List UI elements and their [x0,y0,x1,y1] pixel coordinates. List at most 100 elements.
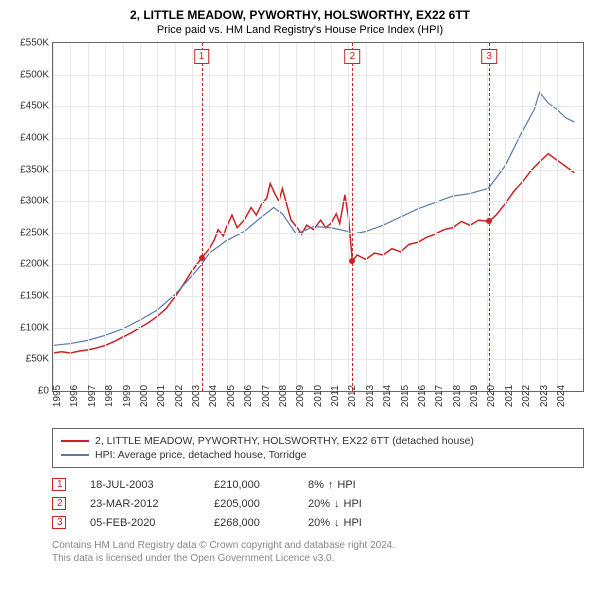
gridline-horizontal [53,328,583,329]
event-date: 18-JUL-2003 [90,479,190,491]
x-axis-label: 2022 [521,385,532,407]
event-table: 118-JUL-2003£210,0008%HPI223-MAR-2012£20… [52,478,584,529]
event-marker-label: 2 [345,49,361,64]
x-axis-label: 2019 [469,385,480,407]
legend-swatch [61,440,89,442]
legend: 2, LITTLE MEADOW, PYWORTHY, HOLSWORTHY, … [52,428,584,468]
x-axis-label: 2008 [278,385,289,407]
gridline-horizontal [53,170,583,171]
gridline-vertical [418,43,419,391]
x-axis-label: 2006 [243,385,254,407]
event-marker-dot [349,258,355,264]
gridline-horizontal [53,138,583,139]
x-axis-label: 2020 [486,385,497,407]
gridline-horizontal [53,296,583,297]
x-axis-label: 2000 [139,385,150,407]
gridline-vertical [262,43,263,391]
x-axis-label: 2005 [226,385,237,407]
legend-item: HPI: Average price, detached house, Torr… [61,449,575,461]
event-delta-pct: 20% [308,498,330,510]
gridline-horizontal [53,359,583,360]
gridline-vertical [88,43,89,391]
gridline-vertical [140,43,141,391]
gridline-horizontal [53,201,583,202]
arrow-down-icon [334,498,340,510]
gridline-vertical [348,43,349,391]
gridline-vertical [557,43,558,391]
chart-subtitle: Price paid vs. HM Land Registry's House … [12,24,588,36]
x-axis-label: 2021 [504,385,515,407]
x-axis-label: 2023 [539,385,550,407]
x-axis-label: 1995 [52,385,63,407]
root: 2, LITTLE MEADOW, PYWORTHY, HOLSWORTHY, … [0,0,600,569]
gridline-vertical [435,43,436,391]
event-delta-suffix: HPI [344,498,362,510]
arrow-up-icon [328,479,334,491]
gridline-horizontal [53,75,583,76]
chart-area: £0£50K£100K£150K£200K£250K£300K£350K£400… [52,42,584,392]
x-axis-label: 2009 [295,385,306,407]
event-date: 23-MAR-2012 [90,498,190,510]
gridline-vertical [314,43,315,391]
x-axis-label: 2014 [382,385,393,407]
event-row: 223-MAR-2012£205,00020%HPI [52,497,584,510]
x-axis-label: 1996 [69,385,80,407]
gridline-vertical [279,43,280,391]
event-marker-line [202,43,203,391]
event-row: 118-JUL-2003£210,0008%HPI [52,478,584,491]
x-axis-label: 2001 [156,385,167,407]
gridline-vertical [157,43,158,391]
gridline-vertical [227,43,228,391]
event-row: 3 05-FEB-2020 £268,000 20%HPI [52,516,584,529]
footer-attribution: Contains HM Land Registry data © Crown c… [52,539,584,565]
event-date: 05-FEB-2020 [90,517,190,529]
y-axis-label: £50K [26,354,49,365]
legend-label: HPI: Average price, detached house, Torr… [95,449,307,461]
event-marker-dot [486,218,492,224]
event-delta-pct: 8% [308,479,324,491]
event-price: £205,000 [214,498,284,510]
gridline-vertical [540,43,541,391]
gridline-vertical [401,43,402,391]
event-delta: 20%HPI [308,517,362,529]
event-price: £268,000 [214,517,284,529]
gridline-vertical [366,43,367,391]
x-axis-label: 2004 [208,385,219,407]
x-axis-label: 2015 [400,385,411,407]
event-delta-pct: 20% [308,517,330,529]
y-axis-label: £300K [20,196,49,207]
gridline-vertical [123,43,124,391]
event-index: 3 [52,516,66,529]
x-axis-label: 1998 [104,385,115,407]
x-axis-label: 1997 [87,385,98,407]
x-axis-label: 2017 [434,385,445,407]
x-axis-label: 2013 [365,385,376,407]
gridline-vertical [70,43,71,391]
x-axis-label: 2018 [452,385,463,407]
gridline-vertical [209,43,210,391]
gridline-vertical [470,43,471,391]
event-marker-dot [199,255,205,261]
gridline-vertical [331,43,332,391]
event-delta: 20% HPI [308,498,362,510]
event-marker-line [489,43,490,391]
event-marker-label: 1 [194,49,210,64]
y-axis-label: £500K [20,69,49,80]
footer-line-2: This data is licensed under the Open Gov… [52,552,584,565]
gridline-vertical [296,43,297,391]
y-axis-label: £550K [20,38,49,49]
gridline-vertical [53,43,54,391]
gridline-horizontal [53,264,583,265]
chart-title: 2, LITTLE MEADOW, PYWORTHY, HOLSWORTHY, … [12,8,588,22]
x-axis-label: 2011 [330,385,341,407]
x-axis-label: 2024 [556,385,567,407]
chart-svg [53,43,583,391]
x-axis-label: 2012 [347,385,358,407]
x-axis-label: 2016 [417,385,428,407]
arrow-down-icon [334,517,340,529]
gridline-horizontal [53,233,583,234]
footer-line-1: Contains HM Land Registry data © Crown c… [52,539,584,552]
legend-item: 2, LITTLE MEADOW, PYWORTHY, HOLSWORTHY, … [61,435,575,447]
gridline-vertical [105,43,106,391]
gridline-vertical [505,43,506,391]
